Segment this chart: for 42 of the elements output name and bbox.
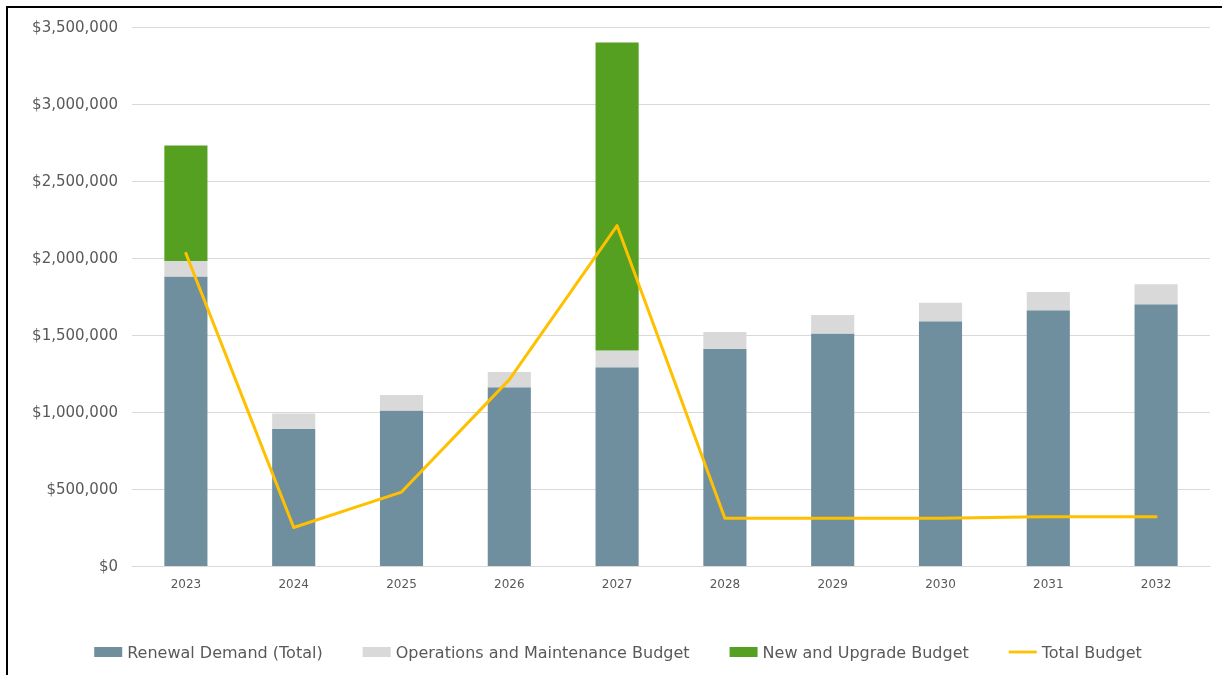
bar bbox=[164, 145, 208, 262]
y-tick-label: $3,500,000 bbox=[32, 18, 118, 36]
x-tick-label: 2024 bbox=[278, 577, 309, 591]
x-tick-label: 2027 bbox=[601, 577, 633, 591]
x-tick-label: 2030 bbox=[925, 577, 956, 591]
x-tick-label: 2023 bbox=[170, 577, 202, 591]
legend-label: Renewal Demand (Total) bbox=[127, 642, 323, 662]
x-tick-label: 2025 bbox=[386, 577, 417, 591]
bar bbox=[272, 428, 316, 566]
y-tick-label: $1,500,000 bbox=[32, 326, 118, 344]
y-tick-label: $1,000,000 bbox=[32, 403, 118, 421]
y-tick-label: $2,000,000 bbox=[32, 249, 118, 267]
bar bbox=[1026, 310, 1070, 566]
y-tick-label: $500,000 bbox=[46, 480, 118, 498]
bar bbox=[918, 302, 963, 322]
legend-label: Total Budget bbox=[1040, 642, 1142, 662]
bar bbox=[379, 395, 424, 411]
legend-label: New and Upgrade Budget bbox=[762, 642, 969, 662]
y-tick-label: $0 bbox=[98, 557, 118, 575]
bar bbox=[1134, 284, 1178, 305]
bar bbox=[164, 261, 208, 277]
bar bbox=[703, 348, 747, 566]
bar bbox=[595, 42, 639, 351]
x-tick-label: 2028 bbox=[709, 577, 741, 591]
bar bbox=[811, 333, 855, 566]
bar bbox=[1134, 304, 1178, 566]
x-tick-label: 2031 bbox=[1033, 577, 1064, 591]
bar bbox=[811, 314, 855, 334]
bar bbox=[918, 321, 963, 566]
bar bbox=[595, 350, 639, 368]
y-tick-label: $2,500,000 bbox=[32, 172, 118, 190]
x-tick-label: 2026 bbox=[494, 577, 525, 591]
bar bbox=[595, 367, 639, 566]
bar bbox=[1026, 291, 1070, 311]
bar bbox=[164, 276, 208, 566]
line-series bbox=[184, 224, 1158, 529]
legend-label: Operations and Maintenance Budget bbox=[395, 642, 690, 662]
y-tick-label: $3,000,000 bbox=[32, 95, 118, 113]
x-tick-label: 2032 bbox=[1140, 577, 1172, 591]
x-tick-label: 2029 bbox=[817, 577, 848, 591]
bar bbox=[487, 387, 531, 566]
bar bbox=[379, 410, 424, 566]
